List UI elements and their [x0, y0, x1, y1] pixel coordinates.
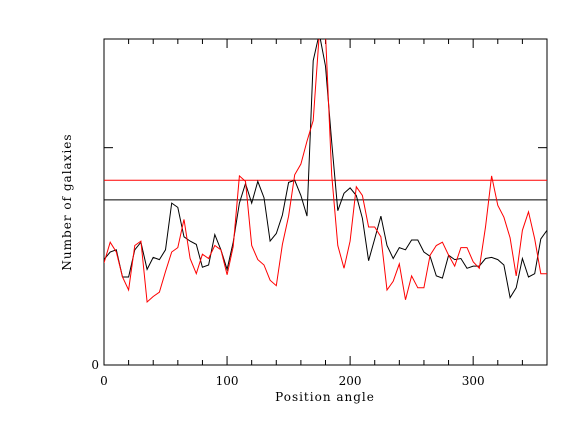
y-tick-label: 0	[91, 358, 99, 372]
series-line	[104, 39, 547, 299]
x-tick-label: 0	[100, 374, 108, 388]
x-tick-label: 100	[216, 374, 239, 388]
x-axis-title: Position angle	[275, 390, 375, 404]
series-group	[104, 39, 547, 304]
y-axis-title: Number of galaxies	[60, 133, 74, 270]
plot-area	[103, 38, 548, 366]
y-tick-labels: 0	[91, 358, 99, 372]
plot-frame	[103, 38, 548, 366]
axis-ticks	[103, 39, 548, 366]
x-tick-label: 200	[339, 374, 362, 388]
x-tick-labels: 0 100 200 300	[100, 374, 484, 388]
x-tick-label: 300	[462, 374, 485, 388]
reference-lines	[104, 179, 547, 201]
series-line	[104, 39, 547, 304]
